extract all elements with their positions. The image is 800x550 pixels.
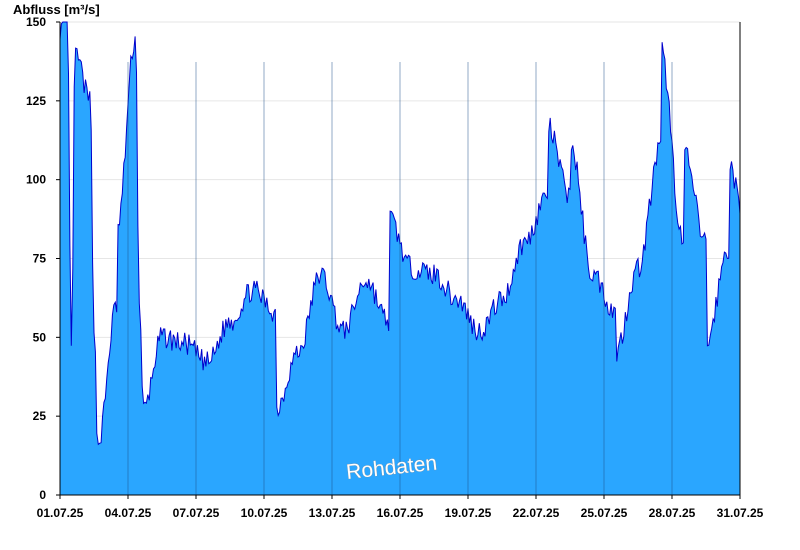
y-tick-label: 50 <box>33 330 47 344</box>
x-tick-label: 22.07.25 <box>513 506 560 520</box>
y-tick-label: 75 <box>33 252 47 266</box>
x-tick-label: 10.07.25 <box>241 506 288 520</box>
x-tick-label: 01.07.25 <box>37 506 84 520</box>
x-tick-label: 31.07.25 <box>717 506 764 520</box>
x-tick-label: 25.07.25 <box>581 506 628 520</box>
x-tick-label: 07.07.25 <box>173 506 220 520</box>
x-tick-label: 16.07.25 <box>377 506 424 520</box>
x-tick-label: 13.07.25 <box>309 506 356 520</box>
x-tick-labels: 01.07.25 04.07.25 07.07.25 10.07.25 13.07.25… <box>37 495 764 520</box>
y-tick-label: 0 <box>39 488 46 502</box>
y-tick-labels: 0 25 50 75 100 125 150 <box>26 15 60 502</box>
x-tick-label: 04.07.25 <box>105 506 152 520</box>
x-tick-label: 19.07.25 <box>445 506 492 520</box>
x-tick-label: 28.07.25 <box>649 506 696 520</box>
y-tick-label: 150 <box>26 15 46 29</box>
y-tick-label: 100 <box>26 173 46 187</box>
y-tick-label: 25 <box>33 409 47 423</box>
y-tick-label: 125 <box>26 94 46 108</box>
y-axis-label: Abfluss [m³/s] <box>13 2 100 17</box>
